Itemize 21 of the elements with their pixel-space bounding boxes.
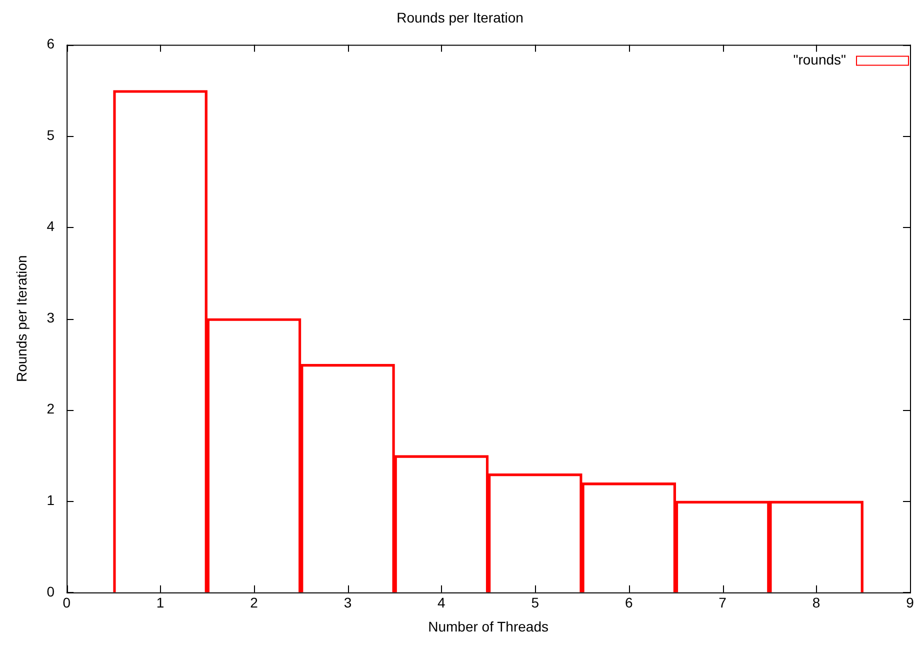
- x-tick-label: 1: [156, 594, 164, 611]
- x-tick-label: 9: [906, 594, 914, 611]
- x-tick-label: 0: [62, 594, 71, 611]
- x-tick-label: 8: [812, 594, 820, 611]
- y-tick-label: 4: [46, 218, 55, 234]
- x-tick-label: 7: [718, 594, 727, 611]
- y-tick-label: 2: [46, 400, 55, 417]
- y-tick-label: 0: [46, 583, 55, 600]
- x-tick-label: 3: [344, 594, 352, 611]
- x-tick-label: 4: [438, 594, 446, 611]
- x-axis-title: Number of Threads: [428, 618, 548, 634]
- x-tick-label: 6: [624, 594, 633, 611]
- chart-title: Rounds per Iteration: [396, 9, 524, 26]
- y-tick-label: 3: [46, 309, 55, 326]
- legend-label: "rounds": [793, 52, 846, 68]
- y-tick-label: 6: [46, 36, 55, 52]
- y-axis-title: Rounds per Iteration: [13, 255, 30, 382]
- y-tick-label: 5: [46, 126, 55, 143]
- y-tick-label: 1: [46, 492, 55, 508]
- x-tick-label: 5: [531, 594, 540, 611]
- x-tick-label: 2: [250, 594, 258, 611]
